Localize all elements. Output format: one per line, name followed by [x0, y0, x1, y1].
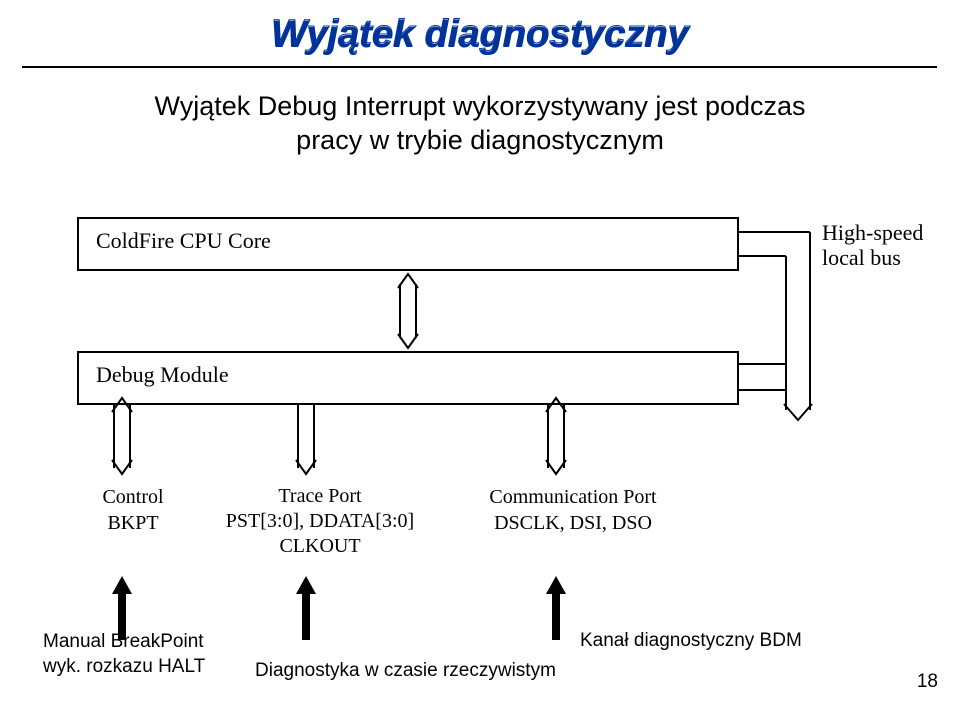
annot-bdm-channel: Kanał diagnostyczny BDM [580, 630, 802, 652]
trace-port-label: Trace Port PST[3:0], DDATA[3:0] CLKOUT [210, 484, 430, 559]
page-number: 18 [917, 671, 938, 693]
control-port-label: Control BKPT [88, 484, 178, 536]
comm-port-label: Communication Port DSCLK, DSI, DSO [468, 484, 678, 536]
cpu-core-label: ColdFire CPU Core [96, 228, 271, 254]
annot-manual-bkpt: Manual BreakPoint wyk. rozkazu HALT [43, 630, 205, 679]
architecture-diagram [0, 0, 960, 709]
debug-module-label: Debug Module [96, 362, 229, 388]
annot-realtime-diag: Diagnostyka w czasie rzeczywistym [255, 660, 556, 682]
highspeed-bus-label: High-speed local bus [822, 220, 923, 271]
